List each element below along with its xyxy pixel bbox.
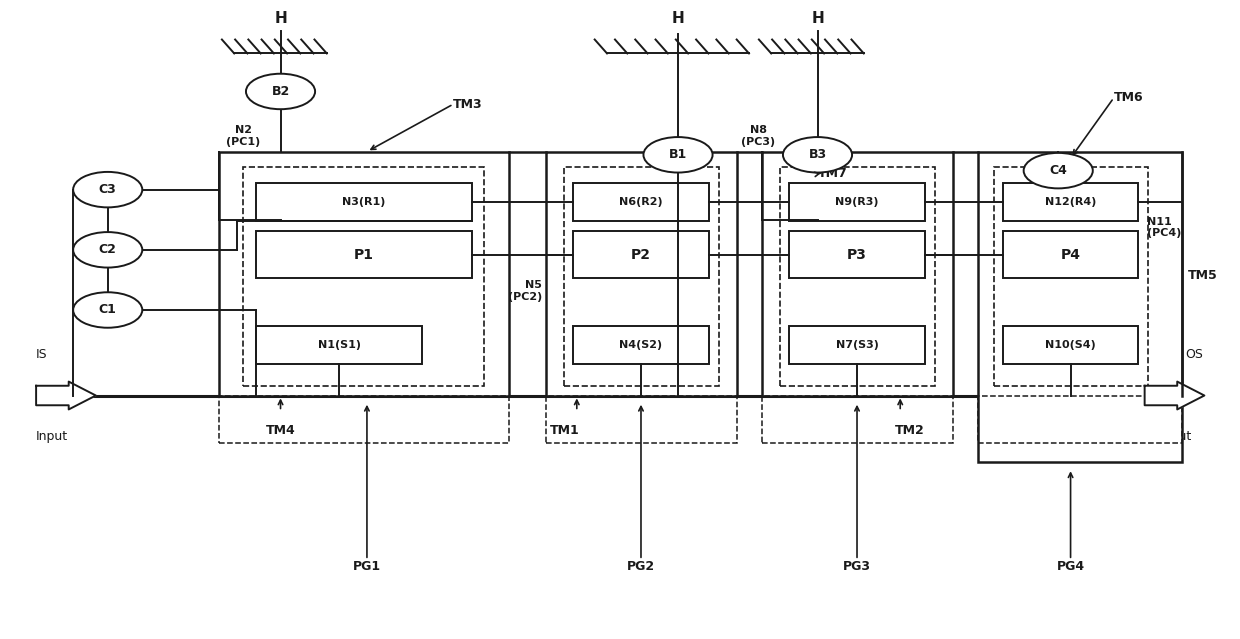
Circle shape <box>73 292 143 328</box>
Text: H: H <box>811 11 823 26</box>
Circle shape <box>1024 153 1092 189</box>
Text: P2: P2 <box>631 247 651 261</box>
Bar <box>573 231 709 279</box>
Bar <box>789 326 925 364</box>
Text: H: H <box>672 11 684 26</box>
Text: TM4: TM4 <box>265 424 295 437</box>
Text: C1: C1 <box>99 304 117 316</box>
Text: TM3: TM3 <box>454 98 482 111</box>
Bar <box>1003 231 1138 279</box>
Polygon shape <box>1145 381 1204 410</box>
Circle shape <box>644 137 713 173</box>
Text: B1: B1 <box>668 148 687 161</box>
Text: N4(S2): N4(S2) <box>620 340 662 350</box>
Text: P3: P3 <box>847 247 867 261</box>
Bar <box>218 396 508 443</box>
Text: B2: B2 <box>272 85 290 98</box>
Text: N1(S1): N1(S1) <box>317 340 361 350</box>
Text: C3: C3 <box>99 183 117 196</box>
Text: P1: P1 <box>353 247 373 261</box>
Bar <box>546 151 738 396</box>
Text: Input: Input <box>36 430 68 443</box>
Text: C4: C4 <box>1049 164 1068 177</box>
Text: N5
(PC2): N5 (PC2) <box>508 280 542 302</box>
Bar <box>978 396 1182 443</box>
Bar <box>789 183 925 221</box>
Bar <box>218 151 508 396</box>
Text: N12(R4): N12(R4) <box>1045 197 1096 207</box>
Text: PG3: PG3 <box>843 560 870 573</box>
Polygon shape <box>36 381 95 410</box>
Circle shape <box>73 172 143 208</box>
Bar <box>255 231 472 279</box>
Text: N2
(PC1): N2 (PC1) <box>227 125 260 146</box>
Text: N9(R3): N9(R3) <box>836 197 879 207</box>
Bar <box>255 326 423 364</box>
Bar <box>994 167 1148 386</box>
Text: N6(R2): N6(R2) <box>619 197 663 207</box>
Text: N8
(PC3): N8 (PC3) <box>742 125 775 146</box>
Text: P4: P4 <box>1060 247 1080 261</box>
Text: C2: C2 <box>99 243 117 256</box>
Text: PG4: PG4 <box>1056 560 1085 573</box>
Text: PG2: PG2 <box>627 560 655 573</box>
Bar <box>978 151 1182 462</box>
Circle shape <box>73 232 143 268</box>
Bar <box>243 167 484 386</box>
Text: N7(S3): N7(S3) <box>836 340 878 350</box>
Bar <box>761 151 954 396</box>
Text: TM1: TM1 <box>549 424 579 437</box>
Text: TM5: TM5 <box>1188 268 1218 282</box>
Text: Output: Output <box>1148 430 1192 443</box>
Bar <box>761 396 954 443</box>
Text: H: H <box>274 11 286 26</box>
Bar <box>546 396 738 443</box>
Circle shape <box>246 73 315 109</box>
Text: N11
(PC4): N11 (PC4) <box>1147 217 1182 238</box>
Bar <box>255 183 472 221</box>
Bar <box>573 183 709 221</box>
Text: TM2: TM2 <box>895 424 925 437</box>
Text: TM6: TM6 <box>1114 91 1143 104</box>
Text: B3: B3 <box>808 148 827 161</box>
Bar <box>1003 183 1138 221</box>
Bar <box>1003 326 1138 364</box>
Bar <box>573 326 709 364</box>
Bar <box>564 167 719 386</box>
Text: PG1: PG1 <box>353 560 381 573</box>
Text: N10(S4): N10(S4) <box>1045 340 1096 350</box>
Text: IS: IS <box>36 348 47 360</box>
Bar <box>780 167 935 386</box>
Text: TM7: TM7 <box>817 167 847 180</box>
Text: OS: OS <box>1185 348 1203 360</box>
Circle shape <box>782 137 852 173</box>
Text: N3(R1): N3(R1) <box>342 197 386 207</box>
Bar <box>789 231 925 279</box>
